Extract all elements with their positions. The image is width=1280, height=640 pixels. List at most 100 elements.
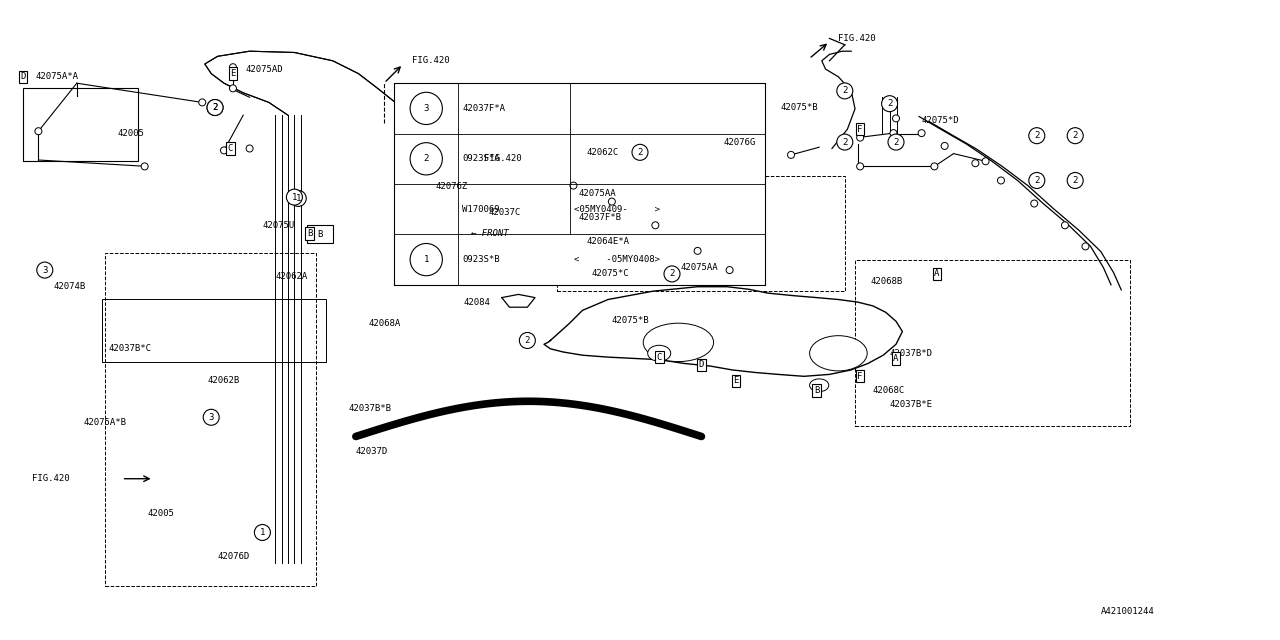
Text: FIG.420: FIG.420 [32,474,69,483]
Text: 42075*B: 42075*B [781,103,818,112]
Circle shape [837,134,852,150]
Circle shape [664,266,680,282]
Circle shape [856,163,864,170]
Circle shape [229,64,237,70]
Text: 42005: 42005 [147,509,174,518]
Circle shape [246,145,253,152]
Text: 42075AA: 42075AA [579,189,616,198]
Circle shape [941,143,948,149]
Circle shape [1082,243,1089,250]
Text: 42064E*A: 42064E*A [586,237,630,246]
Text: 2: 2 [1073,176,1078,185]
Ellipse shape [810,379,829,392]
Text: 42074B: 42074B [54,282,86,291]
Bar [307,225,333,243]
Circle shape [37,262,52,278]
Text: 42076G: 42076G [723,138,755,147]
Text: 42005: 42005 [118,129,145,138]
Text: 42062B: 42062B [207,376,239,385]
Text: 2: 2 [1034,176,1039,185]
Bar [105,253,316,586]
Text: <     -05MY0408>: < -05MY0408> [573,255,659,264]
Circle shape [410,92,443,125]
Text: 42037B*B: 42037B*B [348,404,392,413]
Circle shape [890,130,897,136]
Circle shape [198,99,206,106]
Bar [557,176,845,291]
Text: 3: 3 [209,413,214,422]
Bar [855,260,1130,426]
Circle shape [982,158,989,164]
Circle shape [931,163,938,170]
Text: 42075AA: 42075AA [681,263,718,272]
Ellipse shape [644,323,714,362]
Text: 2: 2 [842,138,847,147]
Text: 2: 2 [212,103,218,112]
Circle shape [997,177,1005,184]
Circle shape [882,96,897,112]
Text: F: F [858,372,863,381]
Text: 42084: 42084 [463,298,490,307]
Circle shape [410,143,443,175]
Text: W170069: W170069 [462,205,500,214]
Text: E: E [230,69,236,78]
Text: 2: 2 [893,138,899,147]
Circle shape [608,198,616,205]
Circle shape [652,222,659,228]
Text: 42075*B: 42075*B [612,316,649,324]
Circle shape [35,128,42,134]
Text: 42037F*B: 42037F*B [579,213,622,222]
Circle shape [1068,128,1083,143]
Circle shape [972,160,979,166]
Circle shape [287,189,302,205]
Text: F: F [858,125,863,134]
Circle shape [207,99,223,116]
Text: A: A [893,354,899,363]
Text: 42075*D: 42075*D [922,116,959,125]
Circle shape [856,134,864,141]
Text: 1: 1 [296,194,301,203]
Text: B: B [814,386,819,395]
Circle shape [918,130,925,136]
Text: 1: 1 [292,193,297,202]
Text: 0923S*A: 0923S*A [462,154,500,163]
Circle shape [141,163,148,170]
Text: 42037C: 42037C [489,208,521,217]
Text: A421001244: A421001244 [1101,607,1155,616]
Circle shape [787,152,795,158]
Circle shape [1029,173,1044,189]
Text: C: C [228,144,233,153]
Circle shape [888,134,904,150]
Text: A: A [934,269,940,278]
Text: B: B [307,229,312,238]
Circle shape [229,85,237,92]
Circle shape [1061,222,1069,228]
Text: B: B [317,230,323,239]
Circle shape [410,243,443,276]
Text: 42075A*B: 42075A*B [83,418,127,427]
Text: 3: 3 [42,266,47,275]
Text: 2: 2 [424,154,429,163]
Text: 2: 2 [212,103,218,112]
Bar [23,88,138,161]
Text: 2: 2 [887,99,892,108]
Text: 42062A: 42062A [275,272,307,281]
Text: 2: 2 [1073,131,1078,140]
Text: 42076D: 42076D [218,552,250,561]
Text: 2: 2 [842,86,847,95]
Text: 3: 3 [424,104,429,113]
Bar [394,83,765,285]
Text: 42076Z: 42076Z [435,182,467,191]
Circle shape [520,333,535,348]
Circle shape [726,267,733,273]
Text: 0923S*B: 0923S*B [462,255,500,264]
Text: 42037B*D: 42037B*D [890,349,933,358]
Circle shape [207,107,215,113]
Text: 2: 2 [669,269,675,278]
Circle shape [204,410,219,426]
Circle shape [1068,173,1083,189]
Circle shape [1029,128,1044,143]
Text: 42075AD: 42075AD [246,65,283,74]
Text: 42068A: 42068A [369,319,401,328]
Circle shape [837,83,852,99]
